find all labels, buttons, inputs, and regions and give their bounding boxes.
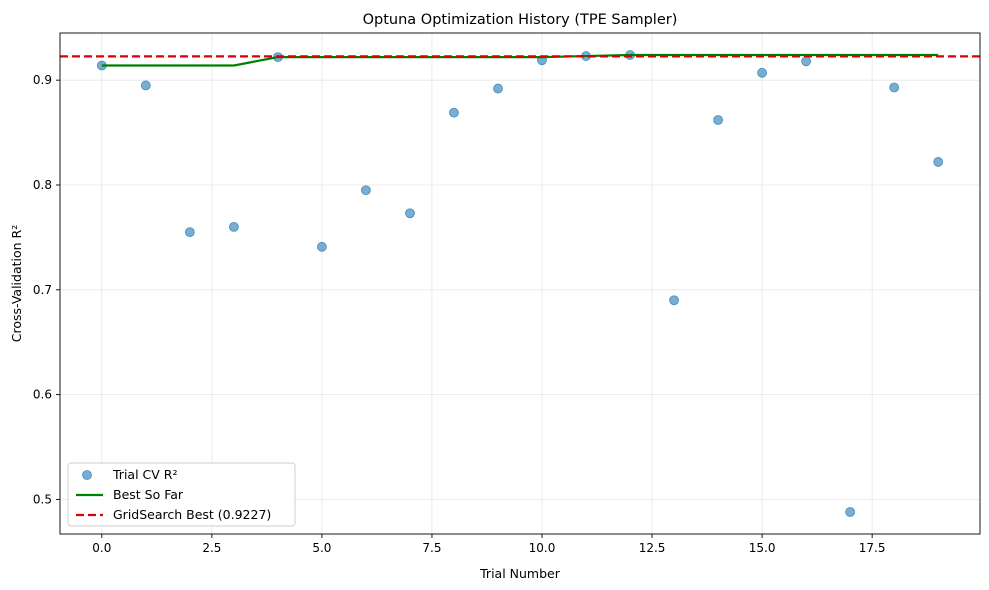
y-tick-label: 0.5 — [33, 492, 52, 506]
scatter-point — [845, 507, 856, 517]
legend-swatch-trial — [82, 470, 92, 480]
series-layer — [60, 50, 980, 517]
scatter-point — [933, 157, 944, 167]
scatter-point — [361, 185, 371, 196]
chart-title: Optuna Optimization History (TPE Sampler… — [363, 12, 678, 28]
x-axis-label: Trial Number — [479, 566, 561, 581]
x-tick-label: 7.5 — [422, 541, 441, 555]
x-tick-label: 12.5 — [639, 541, 666, 555]
y-tick-label: 0.6 — [33, 388, 52, 402]
y-tick-label: 0.9 — [33, 73, 52, 87]
scatter-point — [228, 222, 239, 232]
x-tick-label: 0.0 — [92, 541, 111, 555]
y-tick-label: 0.7 — [33, 283, 52, 297]
scatter-point — [669, 295, 679, 306]
scatter-point — [449, 107, 459, 118]
scatter-point — [493, 83, 503, 94]
legend: Trial CV R² Best So Far GridSearch Best (0… — [67, 462, 296, 527]
x-tick-label: 17.5 — [859, 541, 886, 555]
x-tick-label: 5.0 — [312, 541, 331, 555]
scatter-point — [757, 67, 768, 78]
x-tick-label: 2.5 — [202, 541, 221, 555]
scatter-point — [317, 241, 327, 252]
x-tick-label: 15.0 — [749, 541, 776, 555]
scatter-point — [405, 208, 415, 219]
y-axis-label: Cross-Validation R² — [9, 225, 24, 342]
scatter-point — [801, 56, 812, 67]
y-tick-label: 0.8 — [33, 178, 52, 192]
legend-label-gridsearch: GridSearch Best (0.9227) — [113, 507, 271, 522]
legend-label-trial: Trial CV R² — [112, 467, 177, 482]
scatter-point — [140, 80, 151, 91]
scatter-point — [889, 82, 900, 93]
x-tick-label: 10.0 — [529, 541, 556, 555]
ticks: 0.0 2.5 5.0 7.5 10.0 12.5 15.0 17.5 0.5 0.6 0.7 0.8… — [33, 73, 886, 555]
legend-label-best: Best So Far — [113, 487, 184, 502]
scatter-point — [713, 115, 723, 125]
legend-box — [67, 462, 296, 527]
scatter-point — [184, 227, 195, 238]
plot-frame — [59, 32, 981, 535]
